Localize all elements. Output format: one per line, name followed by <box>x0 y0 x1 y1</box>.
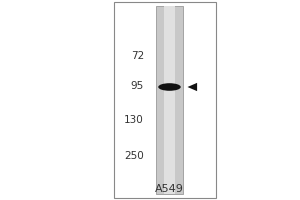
Bar <box>114 2 216 198</box>
Text: 250: 250 <box>124 151 144 161</box>
Text: A549: A549 <box>155 184 184 194</box>
Ellipse shape <box>158 83 181 91</box>
Polygon shape <box>188 83 197 91</box>
Bar <box>164 6 175 194</box>
Text: 95: 95 <box>131 81 144 91</box>
Text: 72: 72 <box>131 51 144 61</box>
Bar <box>156 6 183 194</box>
Text: 130: 130 <box>124 115 144 125</box>
